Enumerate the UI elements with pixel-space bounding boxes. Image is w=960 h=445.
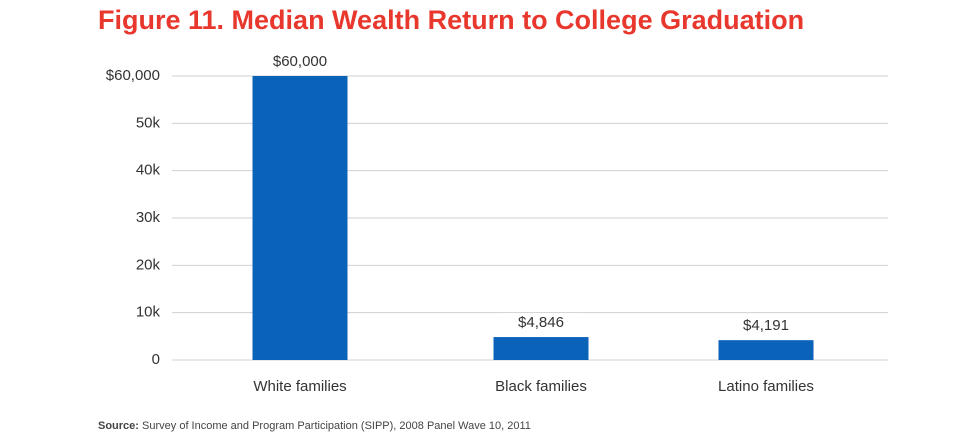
source-label: Source: [98,420,139,432]
bar [493,337,589,360]
y-tick-label: 30k [136,209,161,226]
bar [718,340,814,360]
y-tick-label: 10k [136,304,161,321]
y-tick-label: $60,000 [106,67,160,84]
value-label: $60,000 [273,53,327,70]
y-tick-label: 20k [136,256,161,273]
y-tick-label: 40k [136,162,161,179]
value-label: $4,846 [518,314,564,331]
x-tick-label: Black families [495,378,587,395]
source-note: Source: Survey of Income and Program Par… [98,420,531,432]
x-tick-label: Latino families [718,378,814,395]
value-label: $4,191 [743,317,789,334]
chart-title: Figure 11. Median Wealth Return to Colle… [98,5,804,35]
value-label-bg [260,52,340,72]
x-tick-label: White families [253,378,346,395]
value-label-bg [501,313,581,334]
source-text: Survey of Income and Program Participati… [142,420,531,432]
y-tick-label: 50k [136,114,161,131]
value-label-bg [726,316,806,337]
bar [252,76,348,360]
y-tick-label: 0 [152,351,160,368]
